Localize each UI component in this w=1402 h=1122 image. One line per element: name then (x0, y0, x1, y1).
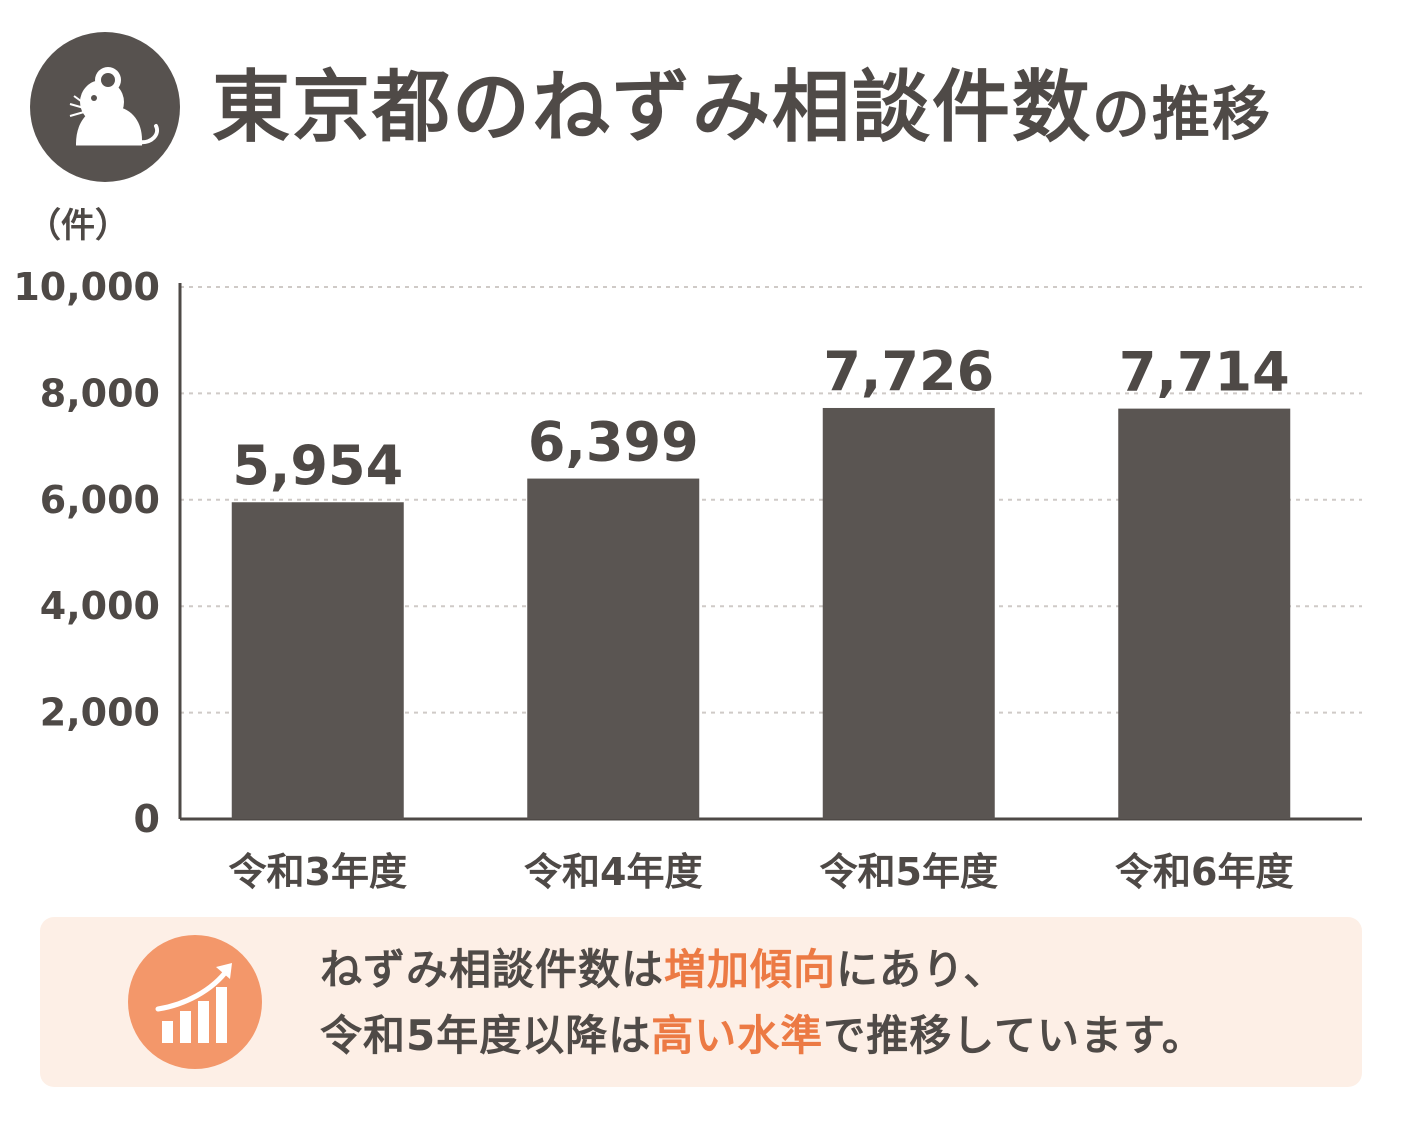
bar-value-label: 6,399 (528, 411, 699, 474)
x-category-label: 令和6年度 (1115, 850, 1293, 894)
bar (822, 407, 995, 819)
y-axis-unit-label: （件） (27, 206, 129, 246)
bar-value-label: 7,714 (1119, 341, 1290, 404)
summary-callout: ねずみ相談件数は増加傾向にあり、 令和5年度以降は高い水準で推移しています。 (40, 917, 1362, 1087)
callout-line-1-c: にあり、 (836, 945, 1007, 994)
bar (527, 478, 700, 819)
mouse-icon (30, 32, 180, 182)
x-category-label: 令和3年度 (229, 850, 407, 894)
y-tick-label: 6,000 (40, 478, 160, 522)
x-category-label: 令和4年度 (524, 850, 702, 894)
bar-chart: （件） 0 2,000 4,000 6,000 8,000 10,000 5,954 令和3年度… (13, 206, 1362, 894)
callout-line-2-a: 令和5年度以降は (320, 1011, 652, 1060)
bar (1118, 408, 1291, 819)
callout-text: ねずみ相談件数は増加傾向にあり、 令和5年度以降は高い水準で推移しています。 (320, 937, 1350, 1069)
callout-highlight-high-level: 高い水準 (651, 1011, 824, 1060)
callout-line-2: 令和5年度以降は高い水準で推移しています。 (320, 1003, 1350, 1069)
y-tick-label: 4,000 (40, 584, 160, 628)
y-tick-label: 0 (134, 797, 160, 841)
y-tick-label: 8,000 (40, 371, 160, 415)
title-suffix: の推移 (1092, 80, 1273, 148)
bar-value-label: 5,954 (232, 434, 403, 497)
callout-line-1-a: ねずみ相談件数は (320, 945, 665, 994)
bar (231, 502, 404, 819)
callout-highlight-increase: 増加傾向 (664, 945, 837, 994)
bar-value-label: 7,726 (823, 340, 994, 403)
y-tick-label: 10,000 (13, 265, 160, 309)
chart-title: 東京都のねずみ相談件数の推移 (212, 58, 1272, 158)
y-tick-label: 2,000 (40, 691, 160, 735)
title-main: 東京都のねずみ相談件数 (212, 63, 1093, 153)
trend-up-icon (128, 935, 262, 1069)
callout-line-1: ねずみ相談件数は増加傾向にあり、 (320, 937, 1350, 1003)
header: 東京都のねずみ相談件数の推移 (0, 0, 1402, 190)
callout-line-2-c: で推移しています。 (823, 1011, 1205, 1060)
x-category-label: 令和5年度 (820, 850, 998, 894)
